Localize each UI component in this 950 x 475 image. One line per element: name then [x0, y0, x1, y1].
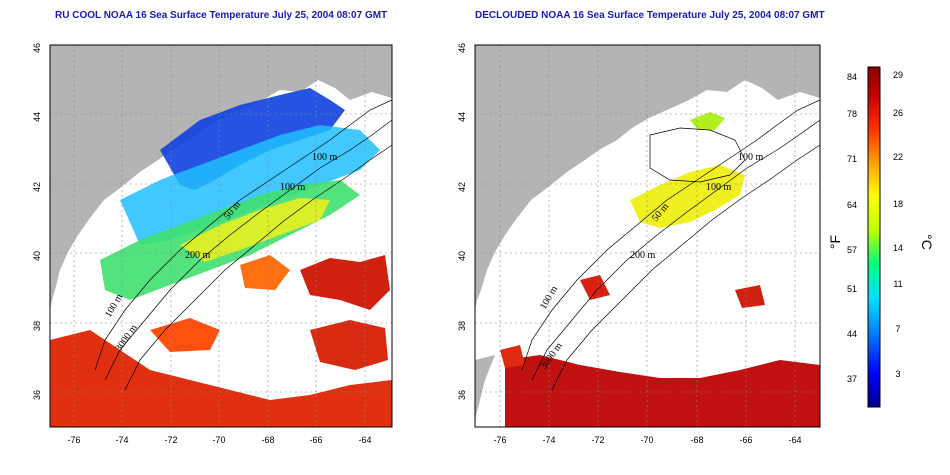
right-panel-title: DECLOUDED NOAA 16 Sea Surface Temperatur…: [475, 10, 825, 21]
right-gridlines: [475, 45, 820, 427]
left-panel-title: RU COOL NOAA 16 Sea Surface Temperature …: [55, 10, 388, 21]
right-y-tick-label: 44: [457, 112, 467, 122]
colorbar-f-tick: 51: [847, 284, 857, 294]
left-y-tick-label: 40: [32, 251, 42, 261]
colorbar-c-tick: 11: [893, 279, 902, 289]
left-y-tick-label: 38: [32, 321, 42, 331]
right-contour-label: 100 m: [706, 182, 732, 193]
colorbar-fahrenheit-ticks: 84 78 71 64 57 51 44 37: [847, 72, 857, 384]
right-sst-warm-region: [505, 355, 820, 427]
left-land-mass: [50, 45, 392, 310]
left-sst-yellow-region: [180, 198, 330, 262]
left-y-tick-label: 36: [32, 390, 42, 400]
right-y-tick-label: 42: [457, 182, 467, 192]
right-x-tick-label: -66: [739, 435, 752, 445]
colorbar-c-tick: 26: [893, 108, 903, 118]
colorbar-f-tick: 44: [847, 329, 857, 339]
left-x-tick-label: -74: [115, 435, 128, 445]
left-x-tick-label: -66: [309, 435, 322, 445]
right-sst-green-patch: [690, 112, 725, 130]
left-y-tick-label: 42: [32, 182, 42, 192]
colorbar-f-tick: 64: [847, 200, 857, 210]
left-y-axis: 46 44 42 40 38 36: [32, 43, 42, 400]
left-contour-label: 200 m: [185, 250, 211, 261]
left-y-tick-label: 44: [32, 112, 42, 122]
right-x-tick-label: -74: [542, 435, 555, 445]
right-y-tick-label: 40: [457, 251, 467, 261]
right-sst-warm-patch-3: [500, 345, 525, 368]
right-x-tick-label: -64: [788, 435, 801, 445]
left-isobath-contours: [94, 99, 392, 391]
right-y-tick-label: 38: [457, 321, 467, 331]
right-contour-label: 100 m: [738, 152, 764, 163]
colorbar-c-tick: 18: [893, 199, 903, 209]
colorbar-gradient: [867, 66, 881, 408]
right-land-south: [475, 355, 495, 420]
colorbar-f-tick: 37: [847, 374, 857, 384]
right-y-axis: 46 44 42 40 38 36: [457, 43, 467, 400]
colorbar-celsius-unit: °C: [919, 234, 935, 250]
right-contour-label: 200 m: [630, 250, 656, 261]
right-sst-warm-patch-1: [735, 285, 765, 308]
right-map-frame: [474, 44, 821, 428]
right-x-axis: -76 -74 -72 -70 -68 -66 -64: [493, 435, 801, 445]
right-y-tick-label: 46: [457, 43, 467, 53]
left-y-tick-label: 46: [32, 43, 42, 53]
left-gridlines: [50, 45, 392, 427]
left-x-tick-label: -64: [358, 435, 371, 445]
right-x-tick-label: -68: [690, 435, 703, 445]
right-x-tick-label: -70: [640, 435, 653, 445]
left-map-frame: [49, 44, 393, 428]
colorbar-c-tick: 7: [895, 324, 900, 334]
right-map-panel: 100 m 100 m 50 m 200 m 100 m 3000 m -76 …: [457, 43, 821, 445]
left-map-panel: 100 m 100 m 50 m 200 m 100 m 3000 m -76 …: [32, 43, 393, 445]
left-x-tick-label: -72: [164, 435, 177, 445]
colorbar: 84 78 71 64 57 51 44 37 29 26 22 18 14 1…: [827, 66, 935, 408]
right-isobath-contours: [521, 99, 820, 391]
right-y-tick-label: 36: [457, 390, 467, 400]
right-x-tick-label: -76: [493, 435, 506, 445]
left-sst-cyan-region: [120, 125, 380, 245]
colorbar-f-tick: 71: [847, 154, 857, 164]
left-sst-warm-patch-2: [310, 320, 388, 370]
left-x-axis: -76 -74 -72 -70 -68 -66 -64: [67, 435, 371, 445]
right-sst-warm-patch-2: [580, 275, 610, 300]
colorbar-c-tick: 14: [893, 243, 903, 253]
colorbar-f-tick: 84: [847, 72, 857, 82]
colorbar-c-tick: 22: [893, 152, 903, 162]
left-sst-warm-region: [50, 330, 392, 427]
left-sst-warm-patch-1: [300, 255, 390, 310]
left-contour-label: 100 m: [312, 152, 338, 163]
colorbar-c-tick: 3: [895, 369, 900, 379]
colorbar-celsius-ticks: 29 26 22 18 14 11 7 3: [893, 70, 903, 379]
right-x-tick-label: -72: [591, 435, 604, 445]
left-contour-label: 100 m: [280, 182, 306, 193]
left-sst-warm-patch-4: [150, 318, 220, 352]
colorbar-f-tick: 57: [847, 245, 857, 255]
left-sst-warm-patch-3: [240, 255, 290, 290]
right-sst-yellow-region: [630, 165, 745, 228]
colorbar-c-tick: 29: [893, 70, 903, 80]
left-x-tick-label: -76: [67, 435, 80, 445]
right-land-mass: [475, 45, 820, 310]
left-x-tick-label: -70: [212, 435, 225, 445]
left-x-tick-label: -68: [261, 435, 274, 445]
colorbar-f-tick: 78: [847, 109, 857, 119]
colorbar-fahrenheit-unit: °F: [827, 235, 843, 249]
